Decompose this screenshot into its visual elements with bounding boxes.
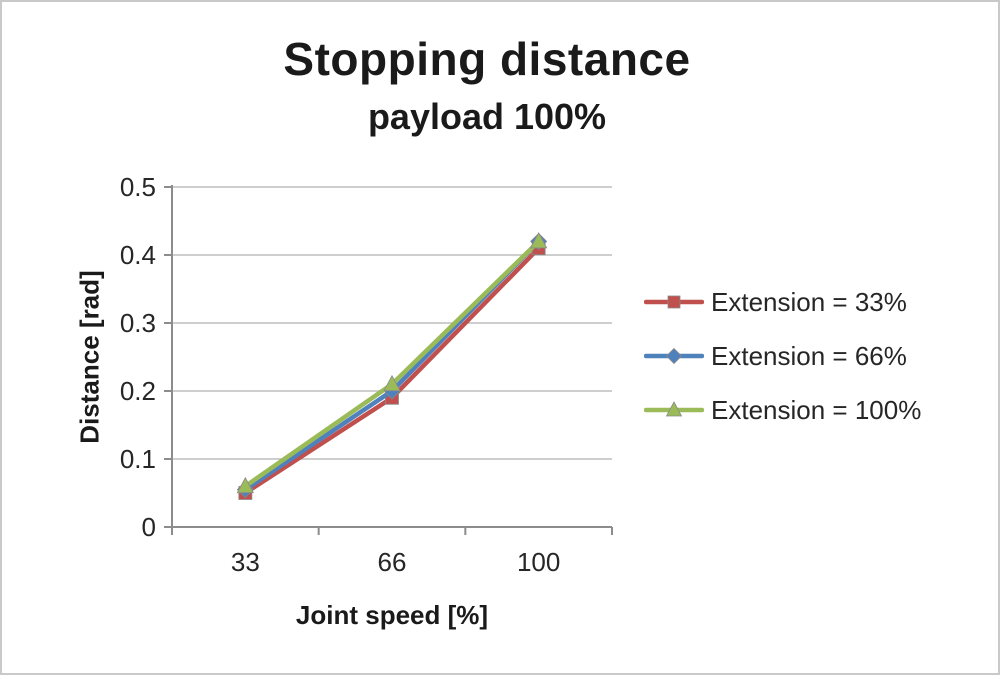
- x-tick-label: 100: [517, 547, 560, 577]
- y-tick-label: 0.2: [120, 376, 156, 406]
- x-axis-title: Joint speed [%]: [295, 600, 489, 630]
- legend-diamond-marker-icon: [644, 347, 704, 365]
- legend-triangle-marker-icon: [644, 401, 704, 417]
- legend-label: Extension = 66%: [711, 340, 907, 371]
- x-tick-label: 66: [378, 547, 407, 577]
- y-tick-label: 0.5: [120, 172, 156, 202]
- y-tick-label: 0: [142, 512, 156, 542]
- legend-item: Extension = 33%: [644, 286, 994, 317]
- legend: Extension = 33% Extension = 66% Extensio…: [644, 286, 994, 450]
- x-tick-label: 33: [231, 547, 260, 577]
- legend-square-marker-icon: [644, 295, 704, 309]
- legend-item: Extension = 66%: [644, 340, 994, 371]
- y-tick-label: 0.3: [120, 308, 156, 338]
- legend-label: Extension = 100%: [711, 394, 922, 425]
- y-tick-label: 0.4: [120, 240, 156, 270]
- y-axis-title: Distance [rad]: [74, 270, 105, 444]
- chart-subtitle: payload 100%: [367, 96, 607, 137]
- legend-item: Extension = 100%: [644, 394, 994, 425]
- chart-title: Stopping distance: [283, 33, 691, 85]
- legend-label: Extension = 33%: [711, 286, 907, 317]
- y-tick-label: 0.1: [120, 444, 156, 474]
